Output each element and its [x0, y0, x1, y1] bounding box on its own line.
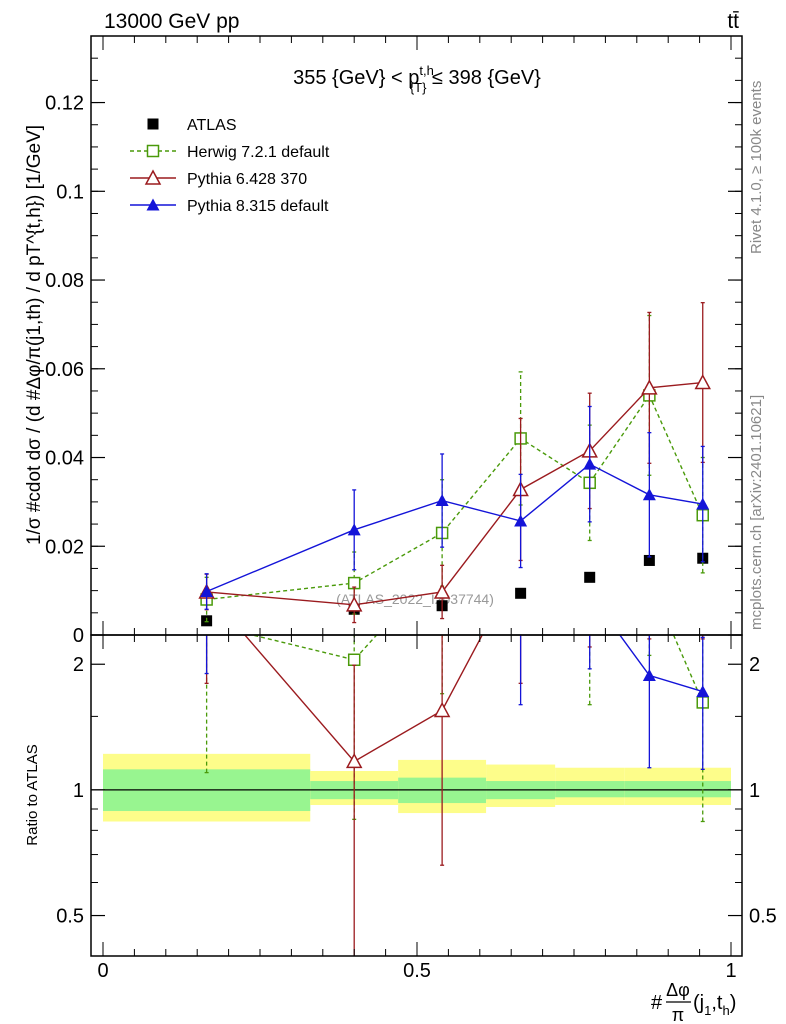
data-point — [345, 596, 363, 612]
data-point — [514, 514, 528, 527]
ratio-y-tick-label: 2 — [73, 654, 84, 676]
svg-text:#: # — [651, 992, 663, 1014]
ratio-y-tick-label: 1 — [73, 780, 84, 802]
y-tick-label: 0.06 — [45, 359, 84, 381]
ratio-point — [347, 653, 361, 667]
legend-label: Pythia 8.315 default — [187, 198, 329, 215]
series-line — [206, 463, 703, 593]
top-series-group — [198, 302, 711, 627]
y-tick-label: 0.1 — [56, 181, 84, 203]
ratio-point — [644, 574, 655, 585]
watermark: (ATLAS_2022_I2037744) — [336, 591, 494, 607]
data-point — [583, 457, 597, 470]
legend-marker — [144, 169, 162, 185]
legend-marker — [146, 198, 160, 211]
rivet-label: Rivet 4.1.0, ≥ 100k events — [748, 81, 765, 254]
series-atlas — [201, 552, 709, 627]
top-y-axis-title: 1/σ #cdot dσ / (d #Δφ/π(j1,th) / d pT^{t… — [24, 125, 45, 545]
ratio-bands — [103, 753, 731, 822]
y-tick-label: 0.12 — [45, 93, 84, 115]
ratio-point — [514, 603, 527, 615]
ratio-series-group — [204, 566, 710, 956]
ratio-y-axis-title: Ratio to ATLAS — [24, 744, 41, 845]
x-tick-label: 0.5 — [403, 960, 431, 982]
y-tick-label: 0.04 — [45, 448, 84, 470]
legend-marker — [146, 144, 160, 158]
series-line — [206, 381, 703, 606]
data-point — [641, 379, 658, 395]
x-tick-label: 1 — [725, 960, 736, 982]
data-point — [694, 373, 711, 390]
legend: ATLAS Herwig 7.2.1 default Pythia 6.428 37… — [130, 117, 330, 215]
data-point — [435, 494, 449, 507]
ratio-point — [583, 587, 596, 599]
process-label: tt̄ — [727, 10, 739, 33]
svg-text:π: π — [672, 1005, 684, 1024]
svg-text:(j1,th): (j1,th) — [693, 992, 736, 1018]
stat-band — [555, 781, 625, 798]
ratio-y-tick-label-right: 1 — [749, 780, 760, 802]
y-tick-label: 0.02 — [45, 536, 84, 558]
legend-marker — [147, 118, 159, 130]
legend-label: ATLAS — [187, 117, 237, 134]
series-pythia-6-428-370 — [198, 302, 711, 624]
ratio-point — [642, 668, 656, 681]
ratio-y-tick-label: 0.5 — [56, 906, 84, 928]
data-point — [643, 554, 655, 566]
series-line — [206, 393, 704, 601]
data-point — [433, 583, 451, 599]
ratio-series-pythia-6-428-370 — [204, 566, 705, 956]
y-tick-label: 0.08 — [45, 270, 84, 292]
x-tick-label: 0 — [97, 960, 108, 982]
ratio-y-tick-label-right: 0.5 — [749, 906, 777, 928]
mcplots-label: mcplots.cern.ch [arXiv:2401.10621] — [748, 395, 765, 630]
data-point — [515, 587, 527, 599]
ratio-point — [345, 752, 363, 769]
stat-band — [624, 781, 731, 798]
legend-label: Herwig 7.2.1 default — [187, 144, 330, 161]
energy-label: 13000 GeV pp — [104, 10, 239, 33]
x-axis-title: # Δφ π (j1,th) — [651, 980, 736, 1024]
data-point — [696, 497, 710, 510]
legend-label: Pythia 6.428 370 — [187, 171, 307, 188]
ratio-point — [433, 701, 451, 718]
ratio-point — [584, 611, 595, 622]
data-point — [347, 523, 361, 536]
ratio-point — [696, 685, 710, 698]
y-tick-label: 0 — [73, 625, 84, 647]
ratio-y-tick-label-right: 2 — [749, 654, 760, 676]
series-pythia-8-315-default — [200, 405, 710, 610]
data-point — [642, 488, 656, 501]
svg-text:Δφ: Δφ — [666, 980, 690, 1000]
ratio-point — [642, 566, 656, 579]
data-point — [584, 571, 596, 583]
ratio-series-pythia-8-315-default — [204, 587, 710, 770]
plot-title: 355 {GeV} < pt,h {T} ≤ 398 {GeV} — [293, 63, 541, 95]
data-point — [200, 585, 214, 598]
